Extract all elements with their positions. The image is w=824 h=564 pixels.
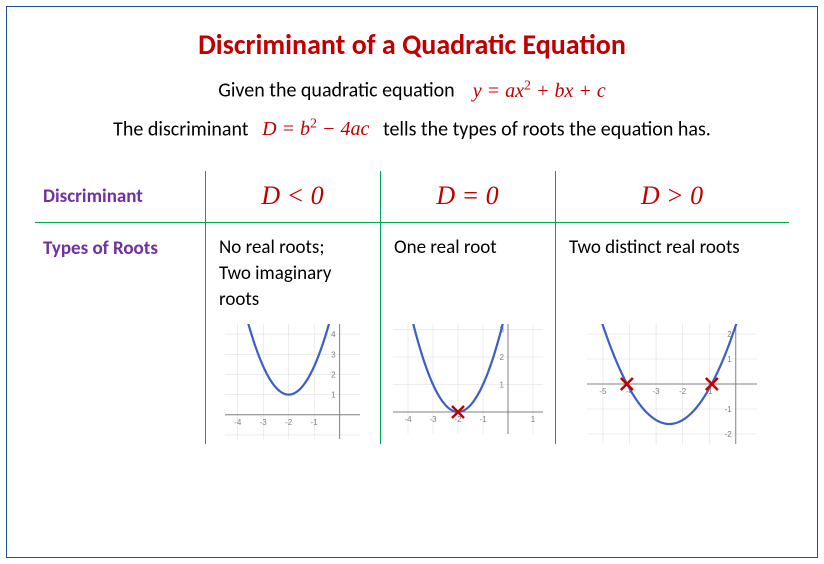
svg-text:-3: -3 bbox=[429, 415, 437, 424]
svg-text:-1: -1 bbox=[725, 405, 733, 414]
svg-text:-1: -1 bbox=[479, 415, 487, 424]
condition-1: D = 0 bbox=[380, 171, 555, 222]
svg-text:1: 1 bbox=[727, 355, 732, 364]
discriminant-table: DiscriminantD < 0D = 0D > 0 Types of Root… bbox=[35, 171, 789, 444]
svg-text:1: 1 bbox=[530, 415, 535, 424]
page-title: Discriminant of a Quadratic Equation bbox=[35, 27, 789, 62]
table-vline-1 bbox=[380, 171, 381, 444]
quadratic-equation: y = ax2 + bx + c bbox=[473, 80, 606, 102]
condition-0: D < 0 bbox=[205, 171, 380, 222]
svg-text:-2: -2 bbox=[285, 418, 293, 427]
svg-text:-1: -1 bbox=[311, 418, 319, 427]
roots-text-1: One real root bbox=[380, 223, 555, 318]
table-vline-2 bbox=[555, 171, 556, 444]
graph-cell-1: -4-3-2-11123 bbox=[380, 318, 555, 444]
svg-text:-4: -4 bbox=[404, 415, 412, 424]
svg-text:-5: -5 bbox=[599, 387, 607, 396]
empty-cell bbox=[35, 318, 205, 444]
discriminant-formula: D = b2 − 4ac bbox=[262, 118, 369, 140]
graph-cell-0: -4 -3 -2 -1 1 2 3 4 bbox=[205, 318, 380, 444]
parabola-graph: -4-3-2-11123 bbox=[393, 324, 543, 434]
svg-text:3: 3 bbox=[331, 350, 336, 359]
intro-line-2: The discriminant D = b2 − 4ac tells the … bbox=[35, 117, 789, 142]
parabola-graph: -5-4-3-2-1-2-112 bbox=[587, 324, 757, 444]
svg-text:-2: -2 bbox=[679, 387, 687, 396]
svg-text:-4: -4 bbox=[234, 418, 242, 427]
svg-text:-3: -3 bbox=[653, 387, 661, 396]
disc-prefix: The discriminant bbox=[113, 117, 248, 141]
parabola-graph: -4 -3 -2 -1 1 2 3 4 bbox=[225, 324, 360, 439]
svg-text:2: 2 bbox=[499, 353, 504, 362]
svg-text:1: 1 bbox=[331, 391, 336, 400]
svg-text:-3: -3 bbox=[260, 418, 268, 427]
intro-prefix: Given the quadratic equation bbox=[218, 79, 454, 103]
intro-line-1: Given the quadratic equation y = ax2 + b… bbox=[35, 78, 789, 103]
disc-suffix: tells the types of roots the equation ha… bbox=[383, 117, 711, 141]
roots-text-0: No real roots;Two imaginary roots bbox=[205, 223, 380, 318]
roots-text-2: Two distinct real roots bbox=[555, 223, 789, 318]
svg-text:4: 4 bbox=[331, 330, 336, 339]
svg-text:2: 2 bbox=[331, 371, 336, 380]
condition-2: D > 0 bbox=[555, 171, 789, 222]
content-frame: Discriminant of a Quadratic Equation Giv… bbox=[6, 6, 818, 558]
svg-text:-2: -2 bbox=[725, 430, 733, 439]
graph-cell-2: -5-4-3-2-1-2-112 bbox=[555, 318, 789, 444]
row-header-discriminant: Discriminant bbox=[35, 171, 205, 222]
table-vline-0 bbox=[205, 171, 206, 444]
svg-text:1: 1 bbox=[499, 381, 504, 390]
row-header-roots: Types of Roots bbox=[35, 223, 205, 318]
